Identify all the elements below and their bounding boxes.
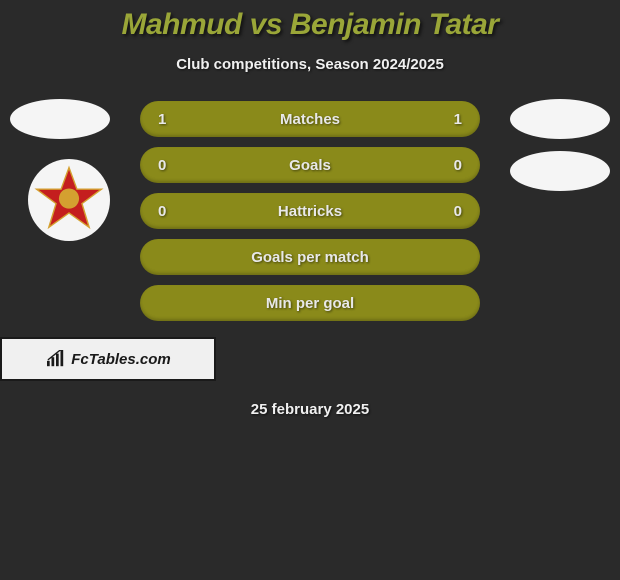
stat-value-right: 1	[442, 111, 462, 128]
page-title: Mahmud vs Benjamin Tatar	[122, 8, 499, 42]
date-text: 25 february 2025	[0, 401, 620, 418]
stat-label: Goals	[178, 157, 442, 174]
stat-value-left: 0	[158, 203, 178, 220]
club-badge-left	[28, 159, 110, 241]
stat-row-goals-per-match: Goals per match	[140, 239, 480, 275]
stat-value-left: 1	[158, 111, 178, 128]
brand-card: FcTables.com	[0, 337, 216, 381]
club-badge-right	[510, 151, 610, 191]
stats-area: 1 Matches 1 0 Goals 0 0 Hattricks 0 Goal…	[0, 101, 620, 418]
stat-label: Min per goal	[158, 295, 462, 312]
stat-label: Goals per match	[158, 249, 462, 266]
stat-value-left: 0	[158, 157, 178, 174]
stat-label: Matches	[178, 111, 442, 128]
stat-value-right: 0	[442, 157, 462, 174]
stat-row-matches: 1 Matches 1	[140, 101, 480, 137]
player-avatar-right	[510, 99, 610, 139]
star-badge-icon	[33, 164, 105, 236]
comparison-card: Mahmud vs Benjamin Tatar Club competitio…	[0, 0, 620, 418]
player-avatar-left	[10, 99, 110, 139]
stat-row-min-per-goal: Min per goal	[140, 285, 480, 321]
subtitle: Club competitions, Season 2024/2025	[176, 56, 444, 73]
brand-text: FcTables.com	[71, 351, 170, 368]
stat-row-goals: 0 Goals 0	[140, 147, 480, 183]
stat-label: Hattricks	[178, 203, 442, 220]
stat-value-right: 0	[442, 203, 462, 220]
stat-row-hattricks: 0 Hattricks 0	[140, 193, 480, 229]
chart-icon	[45, 350, 67, 368]
